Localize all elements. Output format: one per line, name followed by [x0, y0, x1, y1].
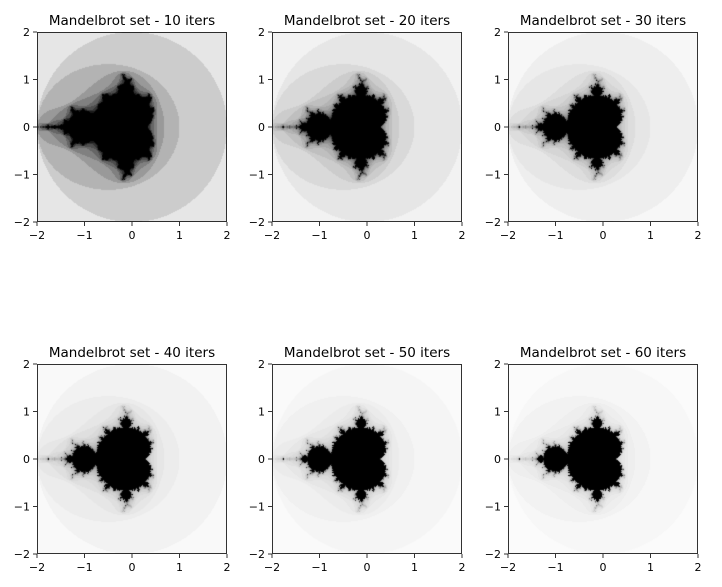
axes-frame [272, 32, 462, 222]
x-tick-label: 0 [600, 229, 607, 242]
y-tick-label: −2 [14, 216, 30, 229]
subplot-title: Mandelbrot set - 50 iters [284, 345, 450, 361]
x-tick-label: −1 [547, 229, 563, 242]
subplot-6: Mandelbrot set - 60 iters −2 −1 0 1 2 2 1 0 −1 −2 [485, 345, 702, 574]
y-tick-label: −2 [485, 548, 501, 561]
y-tick-label: 0 [23, 121, 30, 134]
axes-frame [508, 364, 698, 554]
mandelbrot-heatmap [37, 32, 227, 222]
subplot-2: Mandelbrot set - 20 iters −2 −1 0 1 2 2 1 0 −1 −2 [249, 13, 466, 242]
x-tick-label: 2 [224, 561, 231, 574]
y-tick-label: 2 [494, 26, 501, 39]
y-tick-label: 2 [23, 26, 30, 39]
y-tick-label: −1 [249, 501, 265, 514]
x-tick-label: −2 [264, 561, 280, 574]
y-tick-label: 0 [494, 121, 501, 134]
y-tick-label: −2 [249, 548, 265, 561]
mandelbrot-heatmap [508, 32, 698, 222]
axes-frame [37, 364, 227, 554]
y-tick-label: 0 [258, 121, 265, 134]
x-tick-label: 2 [459, 229, 466, 242]
mandelbrot-heatmap [37, 364, 227, 554]
x-tick-label: 0 [600, 561, 607, 574]
y-tick-label: −1 [249, 169, 265, 182]
x-tick-label: 0 [364, 561, 371, 574]
subplot-title: Mandelbrot set - 30 iters [520, 13, 686, 29]
y-tick-label: −2 [249, 216, 265, 229]
y-tick-label: −1 [14, 169, 30, 182]
y-tick-label: 1 [494, 406, 501, 419]
axes-frame [272, 364, 462, 554]
x-tick-label: −2 [29, 561, 45, 574]
x-tick-label: −1 [311, 561, 327, 574]
x-tick-label: 0 [129, 561, 136, 574]
x-tick-label: 0 [129, 229, 136, 242]
subplot-title: Mandelbrot set - 20 iters [284, 13, 450, 29]
y-tick-label: 1 [23, 406, 30, 419]
x-tick-label: −1 [547, 561, 563, 574]
y-tick-label: 2 [23, 358, 30, 371]
axes-frame [37, 32, 227, 222]
x-tick-label: −1 [311, 229, 327, 242]
subplot-title: Mandelbrot set - 40 iters [49, 345, 215, 361]
x-tick-label: 2 [224, 229, 231, 242]
x-tick-label: −2 [264, 229, 280, 242]
y-tick-label: −1 [485, 501, 501, 514]
y-tick-label: −1 [485, 169, 501, 182]
mandelbrot-heatmap [272, 364, 462, 554]
y-tick-label: 2 [258, 26, 265, 39]
y-tick-label: 1 [23, 74, 30, 87]
x-tick-label: 1 [411, 229, 418, 242]
x-tick-label: 0 [364, 229, 371, 242]
y-tick-label: −2 [485, 216, 501, 229]
subplot-1: Mandelbrot set - 10 iters −2 −1 0 1 2 2 1 0 −1 −2 [14, 13, 231, 242]
mandelbrot-heatmap [272, 32, 462, 222]
x-tick-label: 1 [647, 561, 654, 574]
x-tick-label: 2 [695, 229, 702, 242]
y-tick-label: 1 [258, 74, 265, 87]
y-tick-label: −1 [14, 501, 30, 514]
subplot-5: Mandelbrot set - 50 iters −2 −1 0 1 2 2 1 0 −1 −2 [249, 345, 466, 574]
y-tick-label: 0 [23, 453, 30, 466]
x-tick-label: 1 [411, 561, 418, 574]
mandelbrot-heatmap [508, 364, 698, 554]
x-tick-label: 1 [176, 561, 183, 574]
subplot-title: Mandelbrot set - 60 iters [520, 345, 686, 361]
y-tick-label: −2 [14, 548, 30, 561]
x-tick-label: −1 [76, 229, 92, 242]
subplot-3: Mandelbrot set - 30 iters −2 −1 0 1 2 2 1 0 −1 −2 [485, 13, 702, 242]
x-tick-label: 1 [647, 229, 654, 242]
axes-frame [508, 32, 698, 222]
y-tick-label: 2 [258, 358, 265, 371]
y-tick-label: 0 [258, 453, 265, 466]
x-tick-label: 1 [176, 229, 183, 242]
x-tick-label: 2 [459, 561, 466, 574]
subplot-title: Mandelbrot set - 10 iters [49, 13, 215, 29]
x-tick-label: −2 [29, 229, 45, 242]
x-tick-label: −2 [500, 229, 516, 242]
y-tick-label: 1 [494, 74, 501, 87]
x-tick-label: −2 [500, 561, 516, 574]
y-tick-label: 0 [494, 453, 501, 466]
y-tick-label: 1 [258, 406, 265, 419]
y-tick-label: 2 [494, 358, 501, 371]
subplot-4: Mandelbrot set - 40 iters −2 −1 0 1 2 2 1 0 −1 −2 [14, 345, 231, 574]
x-tick-label: 2 [695, 561, 702, 574]
x-tick-label: −1 [76, 561, 92, 574]
